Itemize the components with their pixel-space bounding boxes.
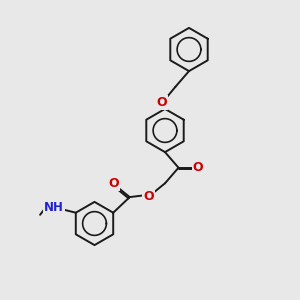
Text: O: O bbox=[157, 96, 167, 109]
Text: NH: NH bbox=[44, 201, 64, 214]
Text: O: O bbox=[143, 190, 154, 203]
Text: O: O bbox=[193, 161, 203, 174]
Text: O: O bbox=[108, 177, 119, 190]
